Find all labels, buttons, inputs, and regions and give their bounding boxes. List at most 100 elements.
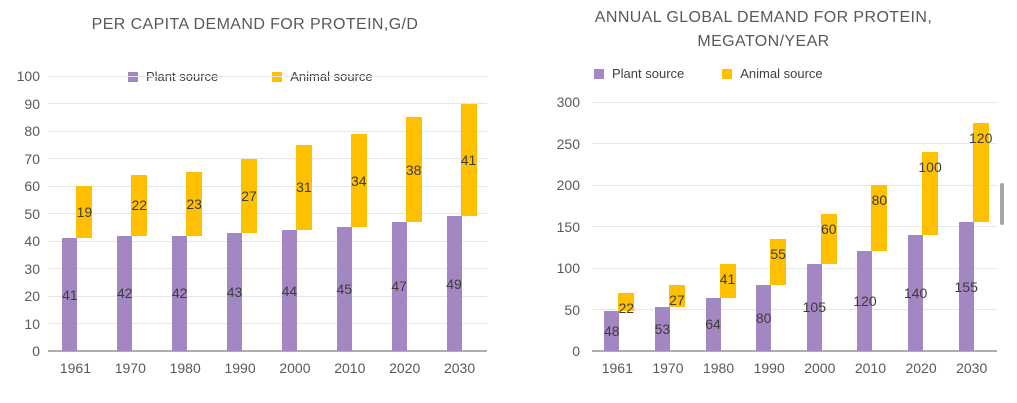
data-label-plant-2000: 44: [281, 282, 298, 299]
x-tick-label-1970: 1970: [114, 360, 146, 376]
gridline: [48, 213, 487, 214]
data-label-animal-2000: 31: [296, 179, 312, 196]
legend-label-animal: Animal source: [740, 66, 823, 81]
plant-color-swatch: [594, 69, 604, 79]
bar-animal-2030: [972, 122, 989, 223]
y-tick-label: 100: [16, 68, 40, 84]
bar-plant-2030: [958, 222, 974, 351]
bar-plant-2020: [391, 221, 407, 351]
gridline: [592, 309, 997, 310]
bar-animal-1961: [618, 292, 635, 312]
legend: Plant source Animal source: [588, 64, 829, 84]
data-label-plant-1980: 64: [705, 316, 721, 333]
bar-animal-2020: [405, 117, 422, 222]
x-tick-label-2010: 2010: [334, 360, 366, 376]
y-tick-label: 200: [556, 177, 580, 193]
chart-title: PER CAPITA DEMAND FOR PROTEIN,G/D: [0, 13, 510, 36]
bar-plant-2010: [336, 227, 352, 351]
gridline: [48, 130, 487, 132]
chart-title-line2: MEGATON/YEAR: [697, 33, 830, 50]
bar-animal-1961: [76, 186, 93, 239]
chart-title-line1: ANNUAL GLOBAL DEMAND FOR PROTEIN,: [594, 9, 933, 26]
annual-global-protein-chart: ANNUAL GLOBAL DEMAND FOR PROTEIN, MEGATO…: [510, 0, 1017, 403]
y-tick-label: 20: [24, 288, 40, 304]
data-label-animal-1970: 22: [131, 197, 148, 214]
x-tick-label-2000: 2000: [279, 360, 311, 376]
y-tick-label: 70: [24, 150, 40, 167]
bar-plant-1970: [654, 307, 670, 351]
y-tick-label: 50: [24, 205, 40, 222]
x-tick-label-2020: 2020: [389, 360, 421, 376]
x-tick-label-2030: 2030: [443, 360, 476, 376]
data-label-plant-2030: 155: [954, 278, 978, 295]
bar-animal-2020: [922, 151, 939, 235]
data-label-animal-2010: 34: [351, 172, 367, 189]
data-label-plant-1970: 42: [117, 285, 133, 302]
data-label-plant-2020: 47: [391, 278, 407, 295]
scrollbar-thumb[interactable]: [1000, 183, 1004, 225]
bar-plant-2010: [857, 251, 873, 351]
gridline: [48, 240, 487, 242]
chart-title-line1: PER CAPITA DEMAND FOR PROTEIN,G/D: [91, 16, 419, 33]
bar-animal-2000: [820, 214, 837, 264]
bar-plant-2030: [446, 216, 462, 351]
plant-color-swatch: [128, 72, 138, 82]
gridline: [592, 101, 997, 103]
data-label-plant-2020: 140: [903, 284, 928, 301]
data-label-animal-2020: 38: [405, 161, 422, 178]
bar-animal-1980: [719, 263, 736, 298]
data-label-animal-2020: 100: [918, 158, 942, 175]
gridline: [592, 267, 997, 269]
gridline: [48, 103, 487, 104]
bar-plant-2000: [806, 263, 822, 351]
x-tick-label-2020: 2020: [905, 360, 937, 376]
legend-label-plant: Plant source: [146, 69, 219, 84]
y-tick-label: 40: [24, 233, 40, 249]
y-tick-label: 0: [572, 343, 580, 359]
gridline: [592, 226, 997, 227]
data-label-animal-1990: 55: [770, 245, 786, 262]
gridline: [48, 268, 487, 269]
x-tick-label-1961: 1961: [59, 360, 92, 376]
data-label-plant-2000: 105: [802, 299, 826, 316]
data-label-animal-1980: 23: [186, 195, 202, 212]
data-label-plant-1990: 80: [755, 309, 772, 326]
data-label-animal-1990: 27: [241, 187, 257, 204]
bar-plant-2000: [281, 230, 297, 351]
data-label-plant-1980: 42: [171, 285, 188, 302]
y-tick-label: 0: [32, 343, 40, 359]
bar-plant-1961: [62, 238, 78, 351]
y-tick-label: 100: [556, 260, 580, 276]
bar-animal-1970: [131, 175, 148, 236]
y-tick-label: 150: [556, 218, 580, 235]
bar-animal-1980: [186, 172, 203, 236]
data-label-animal-1970: 27: [669, 291, 685, 308]
bar-plant-2020: [908, 234, 924, 351]
plot-area: 0 10 20 30 40 50 60 70 80 90 100 41 19 1961 42 22 1970 42…: [17, 68, 487, 376]
x-tick-label-2010: 2010: [854, 360, 887, 376]
x-tick-label-2030: 2030: [956, 360, 988, 376]
bar-animal-1990: [770, 238, 787, 285]
legend-label-animal: Animal source: [290, 69, 373, 84]
y-tick-label: 90: [24, 95, 40, 112]
x-tick-label-1990: 1990: [753, 360, 785, 376]
y-tick-label: 60: [24, 178, 40, 194]
bar-plant-1980: [172, 235, 188, 351]
data-label-plant-2030: 49: [446, 275, 462, 292]
data-label-animal-1961: 22: [618, 299, 635, 316]
x-tick-label-1980: 1980: [169, 360, 201, 376]
data-label-plant-1990: 43: [226, 283, 243, 300]
bar-plant-1980: [705, 297, 721, 351]
bar-animal-2030: [460, 103, 477, 217]
gridline: [592, 184, 997, 186]
bar-animal-1990: [241, 158, 258, 233]
x-tick-label-1980: 1980: [702, 360, 735, 376]
bar-plant-1961: [604, 311, 620, 351]
data-label-plant-2010: 120: [853, 293, 877, 310]
x-axis-line: [48, 350, 487, 352]
legend-label-plant: Plant source: [612, 66, 685, 81]
data-label-plant-1961: 48: [604, 323, 620, 340]
x-axis-line: [592, 350, 997, 352]
bar-animal-1970: [668, 284, 685, 307]
y-tick-label: 30: [24, 260, 40, 277]
